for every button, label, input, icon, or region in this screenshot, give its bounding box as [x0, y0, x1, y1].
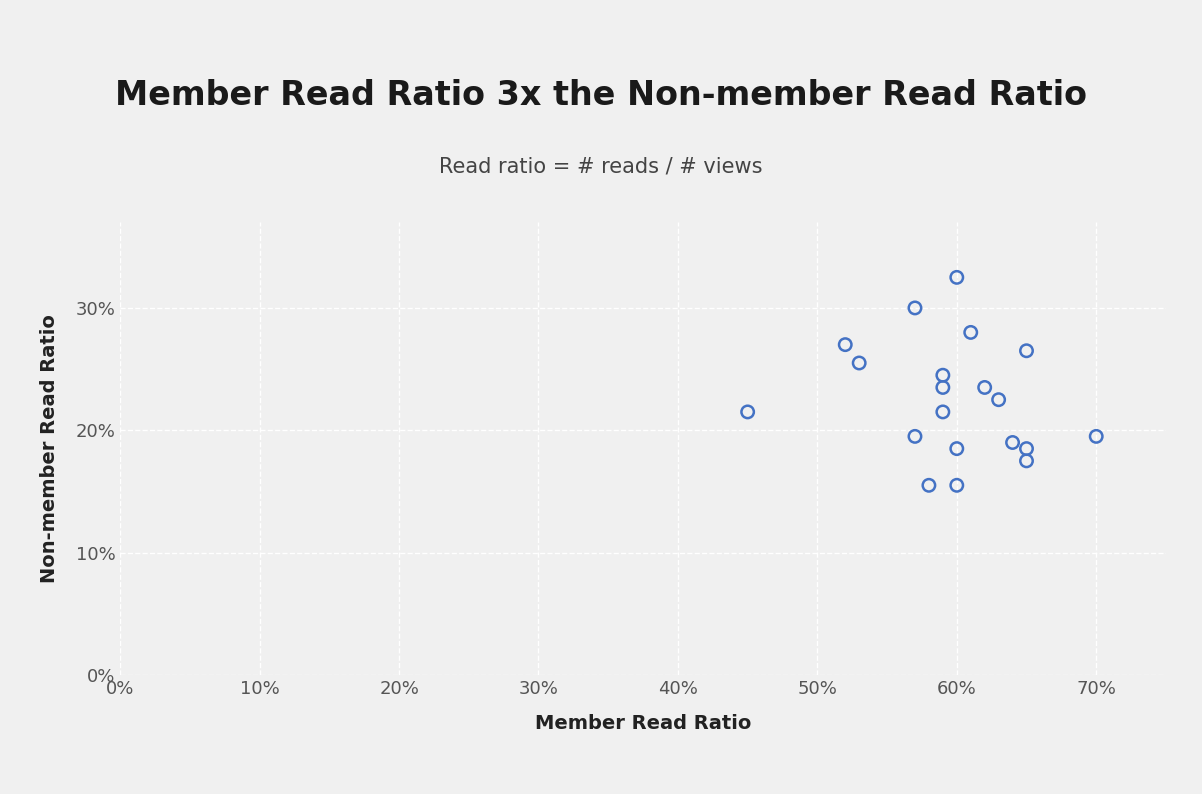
- Point: [905, 430, 924, 443]
- Text: Read ratio = # reads / # views: Read ratio = # reads / # views: [439, 156, 763, 177]
- Text: Member Read Ratio 3x the Non-member Read Ratio: Member Read Ratio 3x the Non-member Read…: [115, 79, 1087, 112]
- Point: [962, 326, 981, 339]
- Point: [1017, 442, 1036, 455]
- Point: [947, 442, 966, 455]
- Point: [947, 271, 966, 283]
- Point: [1087, 430, 1106, 443]
- Point: [1002, 436, 1022, 449]
- Point: [850, 357, 869, 369]
- Point: [920, 479, 939, 491]
- X-axis label: Member Read Ratio: Member Read Ratio: [535, 715, 751, 734]
- Point: [933, 381, 952, 394]
- Point: [1017, 345, 1036, 357]
- Point: [905, 302, 924, 314]
- Y-axis label: Non-member Read Ratio: Non-member Read Ratio: [40, 314, 59, 583]
- Point: [738, 406, 757, 418]
- Point: [933, 369, 952, 382]
- Point: [947, 479, 966, 491]
- Point: [989, 393, 1008, 406]
- Point: [835, 338, 855, 351]
- Point: [975, 381, 994, 394]
- Point: [933, 406, 952, 418]
- Point: [1017, 454, 1036, 467]
